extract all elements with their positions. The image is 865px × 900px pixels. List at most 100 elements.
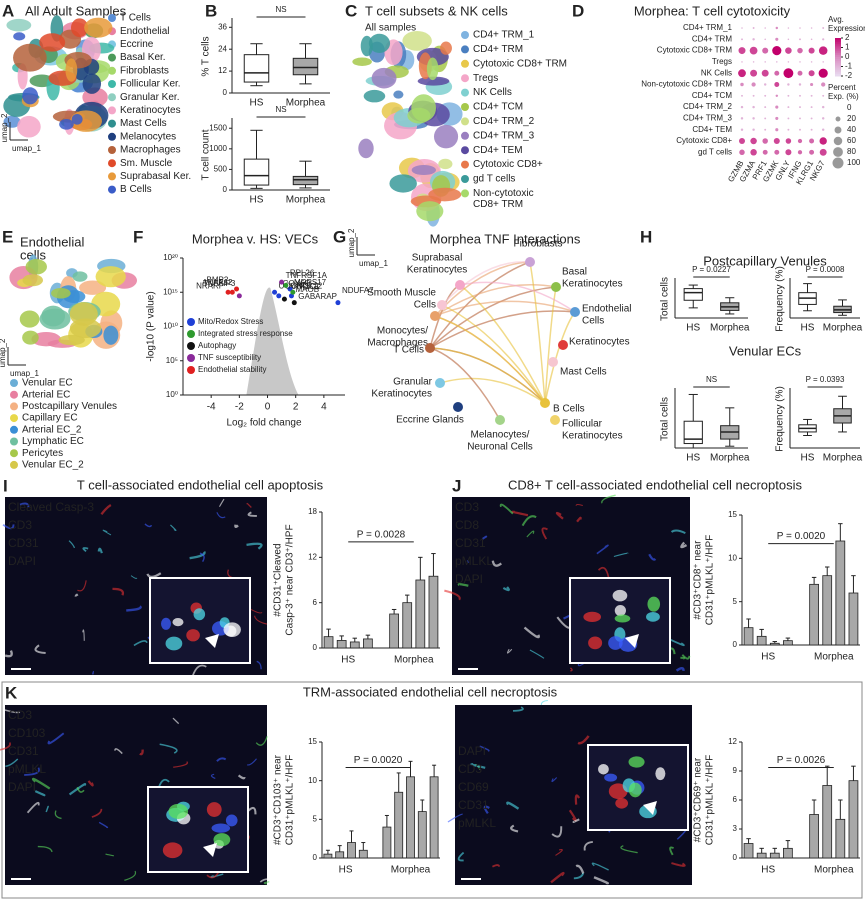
legend-label: Capillary EC — [22, 413, 78, 424]
legend-swatch — [10, 414, 18, 423]
dot — [774, 70, 780, 76]
tissue-signal — [246, 502, 252, 508]
group-label: Morphea — [814, 865, 854, 876]
y-tick-label: 36 — [218, 22, 227, 31]
gene-label: NRARP — [196, 281, 224, 290]
gene-label: COX6C — [283, 279, 311, 288]
legend-swatch — [461, 74, 469, 83]
panel-letter: I — [3, 476, 8, 495]
bar — [809, 814, 819, 859]
panel-title: TRM-associated endothelial cell necropto… — [303, 684, 558, 699]
legend-swatch — [108, 53, 116, 62]
size-key — [833, 136, 843, 146]
y-tick-label: 0 — [313, 643, 318, 652]
legend-swatch — [187, 318, 195, 326]
row-label: Non-cytotoxic CD8+ TRM — [641, 80, 732, 89]
box — [683, 288, 703, 301]
bar — [756, 635, 767, 646]
umap-cluster — [39, 33, 66, 52]
tissue-signal — [54, 810, 62, 820]
y-axis-label: T cell count — [201, 129, 212, 180]
channel-label: CD31 — [8, 536, 39, 550]
gene-point — [234, 286, 240, 292]
panel-title: Endothelial — [20, 234, 84, 249]
y-axis-label: Frequency (%) — [775, 386, 786, 452]
inset — [147, 786, 249, 873]
dot — [752, 128, 755, 131]
tissue-signal — [583, 841, 593, 851]
row-label: CD4+ TCM — [692, 91, 732, 100]
tissue-signal — [263, 881, 270, 885]
tissue-signal — [596, 544, 609, 555]
legend-label: CD4+ TRM_2 — [473, 116, 535, 127]
bar — [783, 847, 793, 859]
network-node — [551, 282, 561, 292]
legend-label: Sm. Muscle — [120, 158, 173, 169]
gene-point — [229, 289, 235, 295]
tissue-signal — [481, 535, 488, 540]
network-node — [453, 402, 463, 412]
panel-letter: E — [2, 227, 13, 246]
y-tick-label: 5 — [733, 597, 738, 606]
y-tick-label: 15 — [728, 510, 737, 519]
x-axis-label: Log₂ fold change — [226, 418, 301, 429]
legend-swatch — [461, 59, 469, 68]
dot — [799, 128, 801, 131]
panel-letter: D — [572, 1, 584, 20]
bar — [848, 780, 859, 859]
colorbar-step — [835, 53, 841, 56]
tissue-signal — [2, 523, 15, 530]
umap-cluster — [31, 332, 61, 347]
tissue-signal — [523, 626, 540, 639]
legend-swatch — [187, 330, 195, 338]
dot — [822, 94, 825, 97]
channel-label: DAPI — [8, 780, 36, 794]
dot — [819, 148, 827, 156]
umap-cluster — [6, 18, 32, 32]
bar — [347, 842, 356, 859]
inset-cell — [614, 604, 626, 617]
tissue-signal — [551, 826, 563, 838]
channel-label: DAPI — [458, 744, 486, 758]
arrowhead — [203, 843, 217, 857]
bar — [406, 776, 415, 859]
gene-point — [276, 293, 282, 299]
umap-cluster — [71, 113, 83, 125]
umap-cluster — [70, 18, 89, 38]
dot — [776, 61, 778, 63]
tissue-signal — [97, 547, 103, 554]
dot — [797, 47, 803, 54]
dot — [821, 82, 826, 87]
channel-label: DAPI — [455, 572, 483, 586]
bar — [822, 575, 833, 646]
tissue-signal — [575, 503, 583, 507]
legend-label: Autophagy — [198, 341, 236, 350]
dot — [797, 138, 803, 144]
umap-cluster — [51, 288, 71, 299]
dot — [797, 70, 803, 76]
dot — [818, 68, 828, 78]
bar — [809, 583, 819, 646]
node-label: Follicular — [562, 419, 603, 430]
dot — [775, 37, 779, 41]
tissue-signal — [470, 763, 486, 769]
umap-cluster — [17, 115, 41, 138]
dot — [799, 117, 801, 120]
panel-letter: G — [333, 227, 346, 246]
bar — [323, 853, 333, 859]
dot — [752, 27, 755, 29]
legend-label: Lymphatic EC — [22, 436, 84, 447]
umap-cluster — [416, 201, 444, 222]
tissue-signal — [541, 527, 548, 540]
tissue-signal — [591, 862, 609, 871]
significance-label: P = 0.0020 — [777, 531, 826, 542]
tissue-signal — [37, 845, 53, 853]
tissue-signal — [526, 530, 535, 538]
y-tick-label: 18 — [308, 507, 317, 516]
gene-point — [290, 289, 296, 295]
tissue-signal — [133, 640, 148, 647]
network-node — [540, 398, 550, 408]
dot — [785, 138, 792, 144]
tissue-signal — [68, 540, 76, 549]
y-tick-label: 6 — [313, 598, 318, 607]
